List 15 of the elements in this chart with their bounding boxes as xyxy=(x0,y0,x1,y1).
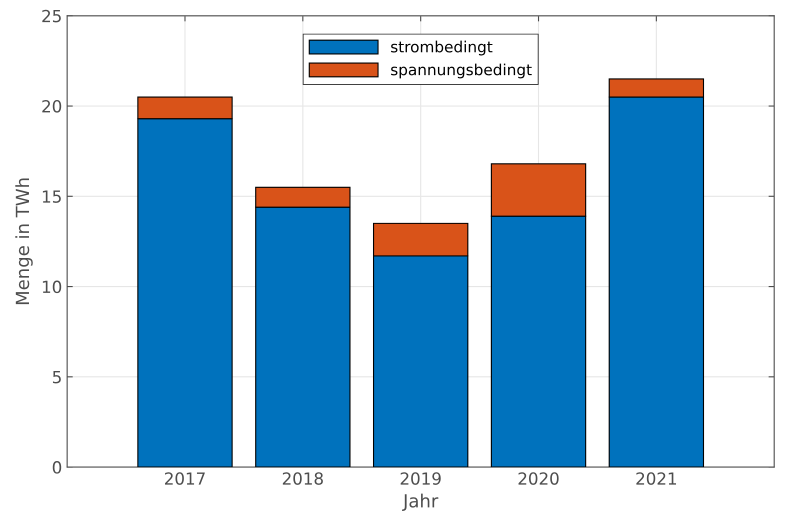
x-tick-label: 2018 xyxy=(282,472,323,485)
x-tick-label: 2019 xyxy=(400,472,441,485)
y-tick-label: 5 xyxy=(52,371,61,384)
y-tick-label: 20 xyxy=(42,100,62,113)
y-tick-label: 25 xyxy=(42,10,61,22)
x-axis-title: Jahr xyxy=(402,494,438,511)
y-axis-title: Menge in TWh xyxy=(15,178,33,304)
x-tick-label: 2020 xyxy=(518,472,559,485)
x-tick-label: 2017 xyxy=(165,472,205,485)
legend-label: spannungsbedingt xyxy=(391,64,532,78)
x-tick-label: 2021 xyxy=(636,472,676,485)
y-tick-label: 10 xyxy=(42,280,62,294)
y-tick-label: 15 xyxy=(42,190,61,203)
y-tick-label: 0 xyxy=(52,461,62,474)
legend-label: strombedingt xyxy=(391,40,492,56)
